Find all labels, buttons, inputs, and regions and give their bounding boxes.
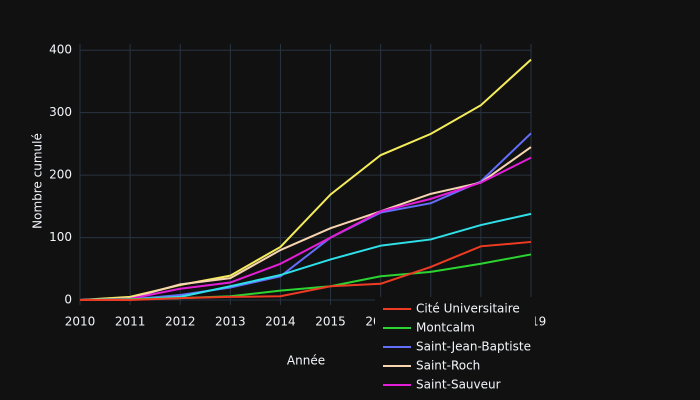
legend-label: Saint-Roch — [416, 359, 480, 373]
legend-label: Cité Universitaire — [416, 302, 520, 316]
y-tick-label: 0 — [64, 293, 72, 307]
series-line — [79, 58, 532, 302]
x-tick-label: 2010 — [65, 315, 96, 329]
series-line — [79, 156, 532, 302]
y-tick-label: 200 — [49, 168, 72, 182]
x-axis-label: Année — [287, 354, 325, 368]
legend-label: Saint-Jean-Baptiste — [416, 340, 531, 354]
x-tick-label: 2012 — [165, 315, 196, 329]
y-tick-label: 400 — [49, 43, 72, 57]
series-line — [80, 240, 532, 302]
series-line — [79, 132, 532, 302]
legend-background — [375, 297, 535, 400]
x-tick-label: 2013 — [215, 315, 246, 329]
y-tick-label: 300 — [49, 105, 72, 119]
x-tick-label: 2015 — [315, 315, 346, 329]
x-tick-label: 2014 — [265, 315, 296, 329]
x-tick-label: 2011 — [115, 315, 146, 329]
legend: Cité Universitaire Montcalm Saint-Jean-Bap… — [375, 297, 535, 400]
y-tick-label: 100 — [49, 230, 72, 244]
series-line — [79, 146, 532, 302]
legend-label: Saint-Sauveur — [416, 378, 501, 392]
legend-label: Montcalm — [416, 321, 475, 335]
y-axis-label: Nombre cumulé — [31, 133, 45, 229]
